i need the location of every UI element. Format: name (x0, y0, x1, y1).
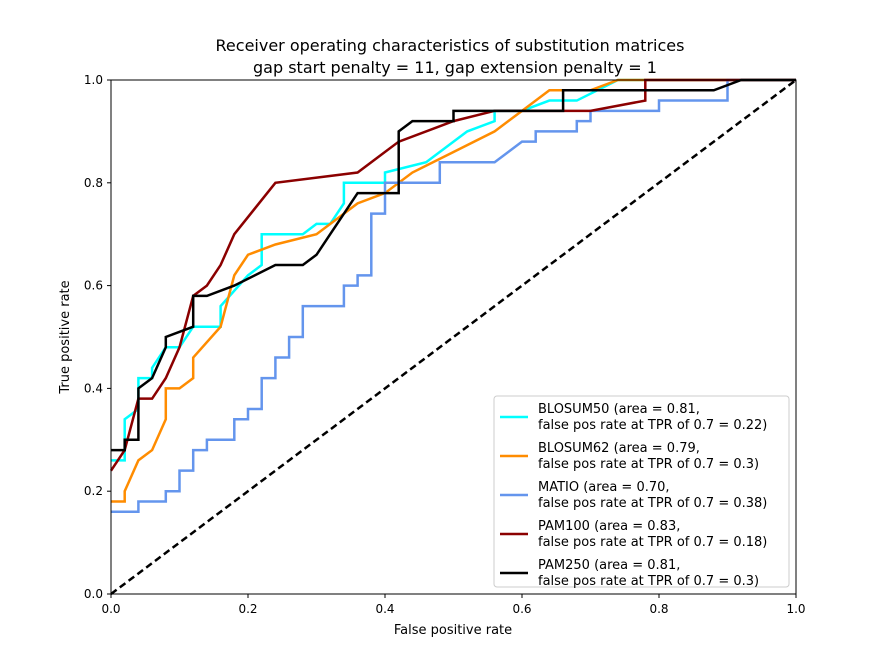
chart-subtitle: gap start penalty = 11, gap extension pe… (253, 58, 657, 77)
x-tick-label: 0.4 (375, 602, 394, 616)
y-tick-label: 0.6 (84, 279, 103, 293)
legend-label-detail: false pos rate at TPR of 0.7 = 0.18) (538, 535, 767, 550)
x-tick-label: 0.8 (649, 602, 668, 616)
y-tick-label: 1.0 (84, 73, 103, 87)
plot-border (110, 79, 797, 595)
series-layer (109, 78, 797, 595)
y-tick-label: 0.8 (84, 176, 103, 190)
series-line-pam250 (111, 78, 796, 452)
y-axis: 0.0 0.2 0.4 0.6 0.8 1.0 (84, 73, 111, 601)
legend-label-detail: false pos rate at TPR of 0.7 = 0.3) (538, 457, 759, 472)
x-tick-label: 1.0 (786, 602, 805, 616)
x-tick-label: 0.6 (512, 602, 531, 616)
legend: BLOSUM50 (area = 0.81,false pos rate at … (493, 395, 790, 589)
y-tick-label: 0.0 (84, 587, 103, 601)
legend-box (493, 395, 790, 588)
y-axis-label: True positive rate (58, 280, 73, 394)
legend-label-detail: false pos rate at TPR of 0.7 = 0.3) (538, 574, 759, 589)
series-line-matio (111, 78, 796, 514)
x-tick-label: 0.2 (238, 602, 257, 616)
legend-label-detail: false pos rate at TPR of 0.7 = 0.38) (538, 496, 767, 511)
legend-label-detail: false pos rate at TPR of 0.7 = 0.22) (538, 418, 767, 433)
chart-title: Receiver operating characteristics of su… (216, 36, 685, 55)
legend-label: PAM250 (area = 0.81, (538, 558, 680, 573)
y-tick-label: 0.4 (84, 381, 103, 395)
x-axis-label: False positive rate (394, 623, 512, 638)
x-tick-label: 0.0 (101, 602, 120, 616)
legend-label: MATIO (area = 0.70, (538, 480, 670, 495)
series-line-blosum62 (111, 78, 796, 503)
y-tick-label: 0.2 (84, 484, 103, 498)
legend-label: BLOSUM62 (area = 0.79, (538, 441, 700, 456)
legend-label: BLOSUM50 (area = 0.81, (538, 402, 700, 417)
x-axis: 0.0 0.2 0.4 0.6 0.8 1.0 (101, 594, 806, 616)
legend-label: PAM100 (area = 0.83, (538, 519, 680, 534)
